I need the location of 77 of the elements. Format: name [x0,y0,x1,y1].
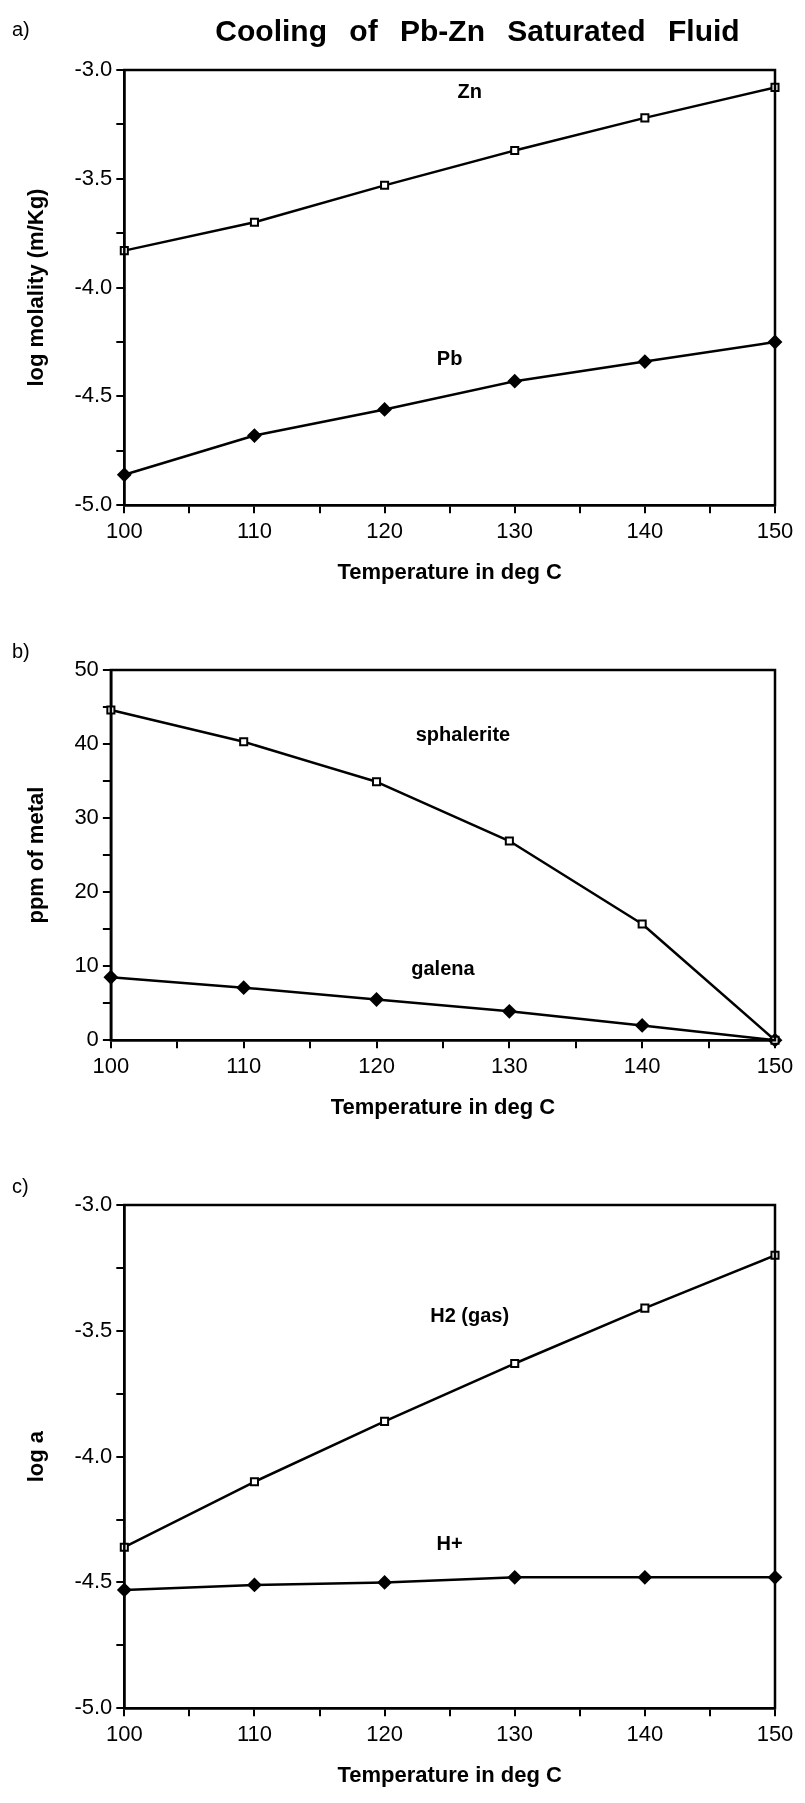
y-tick-label: 10 [74,952,99,978]
point [770,1250,780,1260]
point [507,374,522,389]
point [504,836,514,846]
series-label: H2 (gas) [430,1304,510,1327]
chart-title: Cooling of Pb-Zn Saturated Fluid [215,14,740,47]
y-tick-label: 50 [74,656,99,682]
x-tick-label: 130 [490,1053,528,1079]
point [236,980,251,995]
point [369,992,384,1007]
point [510,145,520,156]
y-axis-title: ppm of metal [23,786,49,924]
x-tick-label: 130 [496,518,534,544]
x-tick-label: 100 [105,1721,143,1747]
x-tick-label: 100 [92,1053,130,1079]
text: b) [12,640,30,663]
point [377,402,392,417]
y-tick-label: -4.0 [74,1442,113,1468]
point [371,777,382,787]
text: sphalerite [415,723,511,746]
y-tick-label: 40 [74,730,99,756]
point [637,354,652,369]
point [249,217,259,227]
point [640,1303,650,1313]
y-tick-label: 30 [74,804,99,830]
y-tick-label: -4.5 [74,382,113,408]
x-tick-label: 110 [236,1721,272,1747]
x-tick-label: 120 [358,1053,395,1079]
x-tick-label: 140 [626,518,664,544]
point [377,1575,392,1590]
text: c) [12,1175,29,1198]
point [640,113,650,123]
y-tick-label: 20 [74,878,99,904]
y-axis-title: log a [23,1430,49,1483]
point [247,1577,262,1592]
x-axis-title: Temperature in deg C [330,1093,556,1119]
y-tick-label: 0 [86,1026,99,1052]
point [770,82,780,92]
x-tick-label: 100 [105,518,143,544]
y-tick-label: -5.0 [74,491,113,517]
x-tick-label: 140 [623,1053,661,1079]
text: Zn [457,79,482,102]
series-label: galena [411,957,476,980]
point [380,1416,390,1426]
point [380,180,390,190]
x-tick-label: 150 [756,1721,794,1747]
point [510,1358,520,1369]
y-tick-label: -3.0 [74,56,113,82]
point [247,428,262,443]
text: a) [12,18,30,41]
point [239,737,249,747]
x-tick-label: 150 [756,518,794,544]
y-tick-label: -5.0 [74,1694,113,1720]
point [635,1018,650,1033]
y-axis-title: log molality (m/Kg) [23,188,49,387]
point [507,1570,522,1585]
x-tick-label: 120 [366,518,403,544]
x-axis-title: Temperature in deg C [337,1761,563,1787]
point [106,705,116,715]
y-tick-label: -4.0 [74,273,113,299]
x-tick-label: 110 [236,518,272,544]
point [502,1004,517,1019]
y-tick-label: -3.5 [74,1316,113,1342]
x-tick-label: 130 [496,1721,534,1747]
series-label: Pb [436,347,463,370]
x-tick-label: 110 [226,1053,262,1079]
point [637,919,647,929]
x-tick-label: 140 [626,1721,664,1747]
x-axis-title: Temperature in deg C [337,558,563,584]
y-tick-label: -4.5 [74,1568,113,1594]
point [637,1570,652,1585]
x-tick-label: 120 [366,1721,403,1747]
point [249,1477,259,1487]
x-tick-label: 150 [756,1053,794,1079]
y-tick-label: -3.5 [74,164,113,190]
y-tick-label: -3.0 [74,1191,113,1217]
series-label: H+ [436,1531,463,1554]
